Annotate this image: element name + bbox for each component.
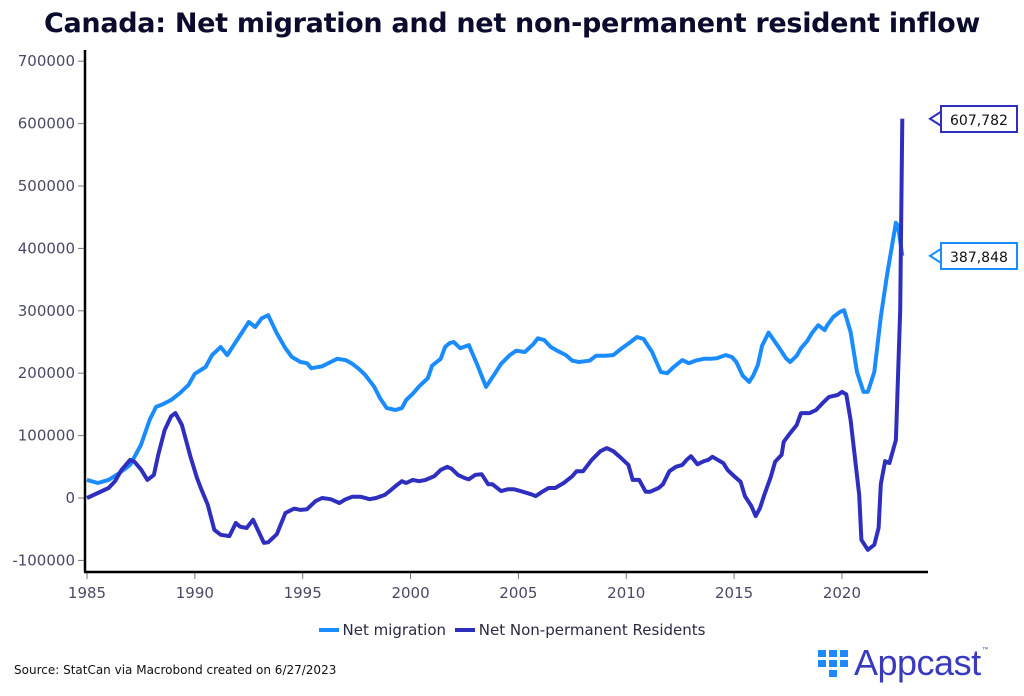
trademark-symbol: ™ [981,646,990,655]
x-tick-label: 2005 [499,584,537,602]
y-tick-label: 200000 [18,364,75,382]
legend-swatch-net-migration [318,628,339,632]
chart-legend: Net migration Net Non-permanent Resident… [0,618,1024,639]
source-note: Source: StatCan via Macrobond created on… [14,663,337,677]
x-tick-label: 1995 [284,584,322,602]
net-migration-line [86,220,905,485]
legend-label-npr: Net Non-permanent Residents [478,621,706,639]
legend-item-npr[interactable]: Net Non-permanent Residents [454,621,706,639]
x-tick-label: 2015 [715,584,753,602]
legend-item-net-migration[interactable]: Net migration [318,621,447,639]
npr-end-value: 607,782 [950,112,1008,129]
appcast-logo-icon [818,649,848,677]
x-tick-label: 1985 [68,584,106,602]
npr-line [86,118,905,552]
y-tick-label: 300000 [18,302,75,320]
callout-pointer [928,248,942,264]
net-migration-end-value-callout: 387,848 [940,241,1018,270]
y-tick-label: 400000 [18,239,75,257]
x-tick-label: 2010 [607,584,645,602]
x-tick-label: 2000 [391,584,429,602]
net-migration-end-value: 387,848 [950,249,1008,266]
series-lines [86,110,942,552]
appcast-logo: Appcast ™ [818,642,990,684]
appcast-logo-text: Appcast [854,642,981,683]
y-tick-label: -100000 [12,551,75,569]
callout-pointer [928,110,942,127]
x-axis-ticks: 1985 1990 1995 2000 2005 2010 2015 2020 [68,572,861,602]
y-tick-label: 600000 [18,115,75,133]
y-tick-label: 0 [65,489,75,507]
legend-swatch-npr [454,628,475,632]
x-tick-label: 2020 [823,584,861,602]
npr-end-value-callout: 607,782 [940,104,1018,133]
legend-label-net-migration: Net migration [342,621,447,639]
y-tick-label: 500000 [18,177,75,195]
x-tick-label: 1990 [176,584,214,602]
y-tick-label: 100000 [18,427,75,445]
y-axis-ticks: 700000 600000 500000 400000 300000 200000 1000… [12,52,85,569]
y-tick-label: 700000 [18,52,75,70]
chart-title: Canada: Net migration and net non-perman… [44,8,980,39]
